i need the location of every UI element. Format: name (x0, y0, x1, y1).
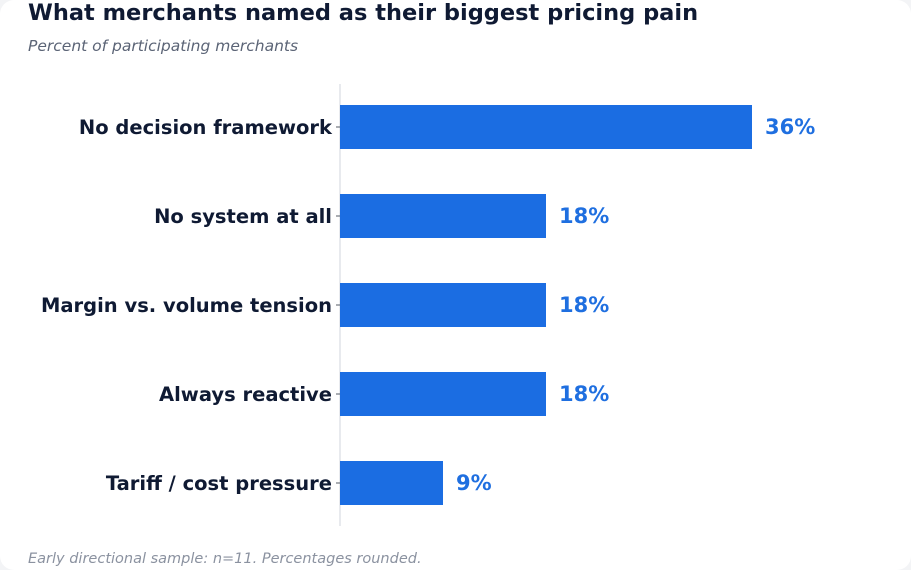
chart-footnote: Early directional sample: n=11. Percenta… (28, 551, 422, 567)
category-label: Margin vs. volume tension (41, 294, 332, 317)
bar (340, 461, 443, 505)
value-label: 18% (559, 382, 609, 406)
value-label: 18% (559, 204, 609, 228)
value-label: 36% (765, 115, 815, 139)
bar (340, 194, 546, 238)
category-label: No system at all (154, 205, 332, 228)
bar (340, 283, 546, 327)
category-label: No decision framework (79, 116, 333, 139)
category-label: Always reactive (159, 383, 332, 406)
chart-subtitle: Percent of participating merchants (28, 37, 299, 55)
category-label: Tariff / cost pressure (106, 472, 332, 495)
value-label: 18% (559, 293, 609, 317)
bar (340, 372, 546, 416)
value-label: 9% (456, 471, 492, 495)
bar (340, 105, 752, 149)
chart-title: What merchants named as their biggest pr… (28, 0, 699, 26)
